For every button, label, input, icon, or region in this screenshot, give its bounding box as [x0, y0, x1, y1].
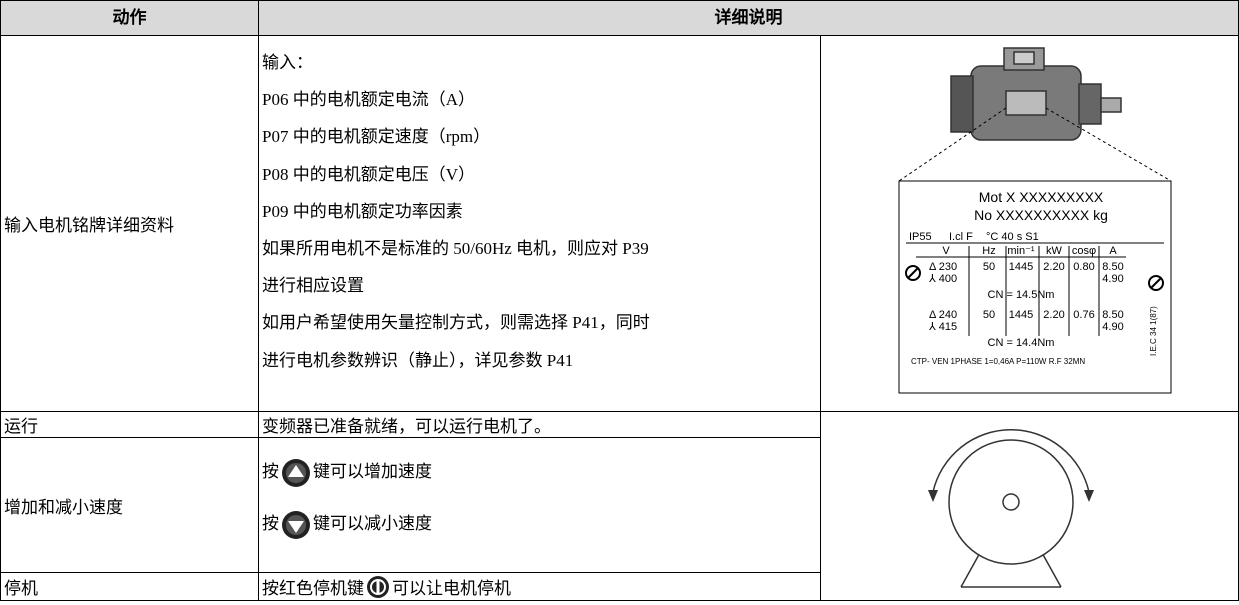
plate-cell: 8.50: [1102, 261, 1123, 273]
plate-cell: ⅄ 400: [929, 273, 957, 285]
down-key-icon: [282, 511, 310, 540]
action-cell: 增加和减小速度: [0, 437, 259, 573]
detail-line: 按 键可以减小速度: [262, 504, 820, 556]
nameplate: [898, 180, 1172, 394]
plate-cell: Δ 230: [929, 261, 957, 273]
detail-line: 如果所用电机不是标准的 50/60Hz 电机，则应对 P39: [262, 238, 649, 258]
plate-cell: 4.90: [1102, 321, 1123, 333]
nameplate-text: Mot X XXXXXXXXX No XXXXXXXXXX kg: [974, 189, 1108, 223]
detail-line: P06 中的电机额定电流（A）: [262, 90, 475, 110]
stop-key-icon: [367, 575, 389, 598]
plate-cell: 1445: [1009, 261, 1033, 273]
action-cell: 运行: [0, 411, 259, 438]
detail-line: 按 键可以增加速度: [262, 452, 820, 504]
details-cell: 变频器已准备就绪，可以运行电机了。: [258, 411, 821, 438]
plate-line: I.cl F: [949, 231, 973, 243]
detail-line: 进行电机参数辨识（静止），详见参数 P41: [262, 350, 574, 370]
text: 键可以减小速度: [313, 514, 432, 533]
plate-col: min⁻¹: [1007, 245, 1035, 257]
up-key-icon: [282, 459, 310, 488]
plate-col: kW: [1046, 245, 1063, 257]
image-cell: Mot X XXXXXXXXX No XXXXXXXXXX kg IP55 I.…: [820, 35, 1239, 412]
text: 按: [262, 462, 279, 481]
plate-cell: 50: [983, 309, 995, 321]
plate-cell: 0.80: [1073, 261, 1094, 273]
details-cell: 按红色停机键 可以让电机停机: [258, 572, 821, 601]
plate-line: Mot X XXXXXXXXX: [979, 189, 1104, 205]
rotation-figure: [928, 429, 1094, 588]
detail-line: P09 中的电机额定功率因素: [262, 201, 463, 221]
plate-col: A: [1109, 245, 1117, 257]
plate-cell: 8.50: [1102, 309, 1123, 321]
detail-line: P08 中的电机额定电压（V）: [262, 164, 475, 184]
plate-cell: 0.76: [1073, 309, 1094, 321]
plate-footer: CTP- VEN 1PHASE 1=0,46A P=110W R.F 32MN: [911, 357, 1085, 366]
detail-line: 进行相应设置: [262, 276, 364, 296]
action-cell: 停机: [0, 572, 259, 601]
plate-col: V: [942, 245, 950, 257]
plate-col: cosφ: [1072, 245, 1096, 257]
plate-line: °C 40 s S1: [986, 231, 1039, 243]
plate-cell: CN = 14.4Nm: [988, 337, 1055, 349]
detail-line: 输入：: [262, 53, 313, 72]
details-cell: 输入： P06 中的电机额定电流（A） P07 中的电机额定速度（rpm） P0…: [258, 35, 821, 412]
plate-cell: CN = 14.5Nm: [988, 289, 1055, 301]
plate-cell: 2.20: [1043, 309, 1064, 321]
header-cell: 详细说明: [258, 0, 1239, 36]
plate-col: Hz: [982, 245, 995, 257]
plate-line: IP55: [909, 231, 932, 243]
image-cell: [820, 411, 1239, 601]
header-cell: 动作: [0, 0, 259, 36]
text: 可以让电机停机: [392, 579, 511, 598]
detail-line: P07 中的电机额定速度（rpm）: [262, 127, 491, 147]
nameplate-figure: Mot X XXXXXXXXX No XXXXXXXXXX kg IP55 I.…: [898, 47, 1172, 394]
action-cell: 输入电机铭牌详细资料: [0, 35, 259, 412]
text: 键可以增加速度: [313, 462, 432, 481]
details-cell: 按键可以增加速度 按键可以减小速度: [258, 437, 821, 573]
detail-line: 如用户希望使用矢量控制方式，则需选择 P41，同时: [262, 313, 650, 333]
plate-cell: 4.90: [1102, 273, 1123, 285]
plate-cell: 50: [983, 261, 995, 273]
text: 按红色停机键: [262, 579, 364, 598]
plate-cell: ⅄ 415: [929, 321, 957, 333]
text: 按: [262, 514, 279, 533]
plate-cell: Δ 240: [929, 309, 957, 321]
plate-line: No XXXXXXXXXX kg: [974, 207, 1108, 223]
plate-standard: I.E.C 34 1(87): [1149, 306, 1158, 356]
plate-cell: 1445: [1009, 309, 1033, 321]
plate-cell: 2.20: [1043, 261, 1064, 273]
